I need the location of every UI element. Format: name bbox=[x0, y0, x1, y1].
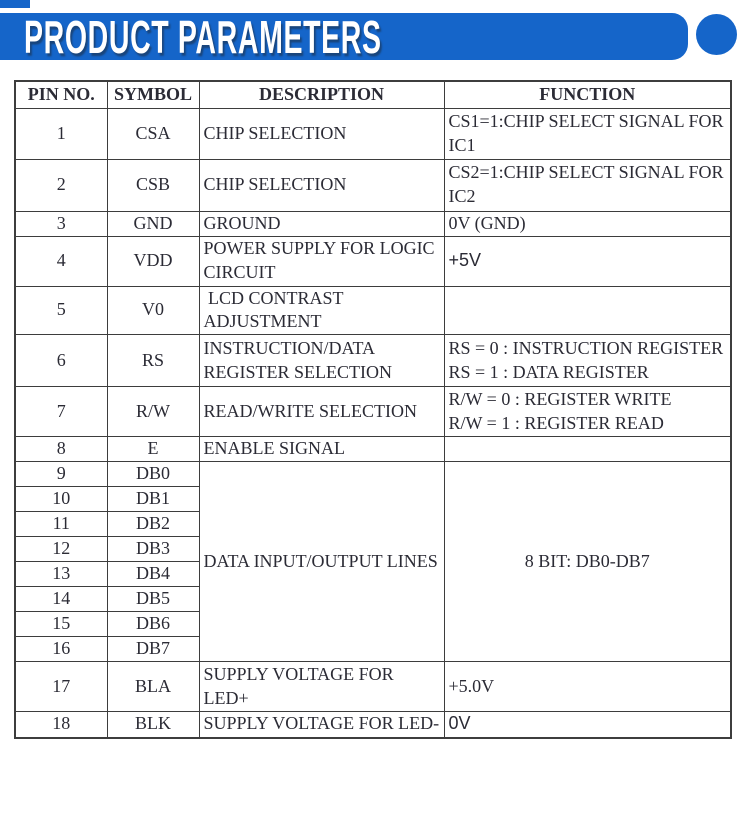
description-cell: LCD CONTRAST ADJUSTMENT bbox=[198, 285, 445, 335]
function-cell: 0V bbox=[443, 711, 732, 738]
column-header-symbol: SYMBOL bbox=[106, 80, 200, 109]
column-header-function: FUNCTION bbox=[443, 80, 732, 109]
function-cell: 0V (GND) bbox=[443, 210, 732, 237]
table-row: 10 DB1 bbox=[14, 486, 731, 512]
symbol-cell: E bbox=[106, 436, 200, 462]
description-cell: GROUND bbox=[198, 210, 445, 237]
symbol-cell: DB2 bbox=[106, 511, 200, 537]
pin-cell: 3 bbox=[14, 210, 108, 237]
table-row: 1 CSA CHIP SELECTION CS1=1:CHIP SELECT S… bbox=[14, 107, 732, 160]
pin-cell: 17 bbox=[14, 661, 108, 712]
symbol-cell: DB7 bbox=[106, 636, 200, 662]
function-cell: R/W = 0 : REGISTER WRITE R/W = 1 : REGIS… bbox=[443, 386, 732, 437]
symbol-cell: V0 bbox=[106, 285, 200, 335]
pin-cell: 5 bbox=[14, 285, 108, 335]
symbol-cell: GND bbox=[106, 210, 200, 237]
symbol-cell: DB3 bbox=[106, 536, 200, 562]
pin-cell: 10 bbox=[14, 486, 108, 512]
description-cell: ENABLE SIGNAL bbox=[198, 436, 445, 462]
symbol-cell: BLK bbox=[106, 711, 200, 738]
section-banner: PRODUCT PARAMETERS bbox=[0, 13, 688, 60]
symbol-cell: RS bbox=[106, 334, 200, 387]
function-cell: CS1=1:CHIP SELECT SIGNAL FOR IC1 bbox=[443, 107, 732, 160]
table-row: 8 E ENABLE SIGNAL bbox=[14, 436, 732, 462]
description-cell: POWER SUPPLY FOR LOGIC CIRCUIT bbox=[198, 235, 445, 287]
function-cell: CS2=1:CHIP SELECT SIGNAL FOR IC2 bbox=[443, 158, 732, 212]
table-row: 17 BLA SUPPLY VOLTAGE FOR LED+ +5.0V bbox=[14, 661, 732, 712]
table-row: 18 BLK SUPPLY VOLTAGE FOR LED- 0V bbox=[14, 711, 732, 738]
page-title: PRODUCT PARAMETERS bbox=[24, 10, 382, 63]
table-row: 4 VDD POWER SUPPLY FOR LOGIC CIRCUIT +5V bbox=[14, 235, 732, 287]
table-row: 15 DB6 bbox=[14, 611, 731, 637]
function-cell bbox=[443, 436, 732, 462]
description-cell: SUPPLY VOLTAGE FOR LED- bbox=[198, 711, 445, 738]
function-cell: RS = 0 : INSTRUCTION REGISTER RS = 1 : D… bbox=[443, 334, 732, 387]
column-header-pin-no: PIN NO. bbox=[14, 80, 108, 109]
pin-cell: 15 bbox=[14, 611, 108, 637]
table-header-row: PIN NO. SYMBOL DESCRIPTION FUNCTION bbox=[14, 80, 732, 109]
table-row: 12 DB3 bbox=[14, 536, 731, 562]
table-row: 7 R/W READ/WRITE SELECTION R/W = 0 : REG… bbox=[14, 386, 732, 437]
pin-cell: 8 bbox=[14, 436, 108, 462]
pin-cell: 11 bbox=[14, 511, 108, 537]
pin-cell: 2 bbox=[14, 158, 108, 212]
table-row: 3 GND GROUND 0V (GND) bbox=[14, 210, 732, 237]
table-row: 13 DB4 bbox=[14, 561, 731, 587]
pin-cell: 7 bbox=[14, 386, 108, 437]
symbol-cell: BLA bbox=[106, 661, 200, 712]
symbol-cell: R/W bbox=[106, 386, 200, 437]
pin-parameters-table: PIN NO. SYMBOL DESCRIPTION FUNCTION 1 CS… bbox=[14, 80, 732, 739]
description-cell: INSTRUCTION/DATA REGISTER SELECTION bbox=[198, 334, 445, 387]
column-header-description: DESCRIPTION bbox=[198, 80, 445, 109]
table-row: 6 RS INSTRUCTION/DATA REGISTER SELECTION… bbox=[14, 334, 732, 387]
symbol-cell: CSB bbox=[106, 158, 200, 212]
table-row: 5 V0 LCD CONTRAST ADJUSTMENT bbox=[14, 285, 732, 335]
accent-dot bbox=[696, 14, 737, 55]
pin-cell: 12 bbox=[14, 536, 108, 562]
symbol-cell: CSA bbox=[106, 107, 200, 160]
symbol-cell: DB4 bbox=[106, 561, 200, 587]
pin-cell: 6 bbox=[14, 334, 108, 387]
pin-cell: 4 bbox=[14, 235, 108, 287]
description-cell: CHIP SELECTION bbox=[198, 158, 445, 212]
description-cell: CHIP SELECTION bbox=[198, 107, 445, 160]
symbol-cell: VDD bbox=[106, 235, 200, 287]
table-row: 9 DB0 DATA INPUT/OUTPUT LINES 8 BIT: DB0… bbox=[14, 461, 732, 662]
table-row: 11 DB2 bbox=[14, 511, 731, 537]
function-cell: +5.0V bbox=[443, 661, 732, 712]
pin-cell: 18 bbox=[14, 711, 108, 738]
pin-cell: 9 bbox=[14, 461, 108, 487]
function-cell-merged: 8 BIT: DB0-DB7 bbox=[443, 461, 732, 662]
function-cell bbox=[443, 285, 732, 335]
description-cell-merged: DATA INPUT/OUTPUT LINES bbox=[198, 461, 445, 662]
table-row: 2 CSB CHIP SELECTION CS2=1:CHIP SELECT S… bbox=[14, 158, 732, 212]
symbol-cell: DB6 bbox=[106, 611, 200, 637]
pin-cell: 14 bbox=[14, 586, 108, 612]
description-cell: SUPPLY VOLTAGE FOR LED+ bbox=[198, 661, 445, 712]
top-accent-chip bbox=[0, 0, 30, 8]
function-cell: +5V bbox=[443, 235, 732, 287]
description-cell: READ/WRITE SELECTION bbox=[198, 386, 445, 437]
pin-cell: 16 bbox=[14, 636, 108, 662]
symbol-cell: DB5 bbox=[106, 586, 200, 612]
table-row: 16 DB7 bbox=[14, 636, 731, 662]
symbol-cell: DB0 bbox=[106, 461, 200, 487]
pin-cell: 1 bbox=[14, 107, 108, 160]
table-row: 14 DB5 bbox=[14, 586, 731, 612]
pin-cell: 13 bbox=[14, 561, 108, 587]
symbol-cell: DB1 bbox=[106, 486, 200, 512]
